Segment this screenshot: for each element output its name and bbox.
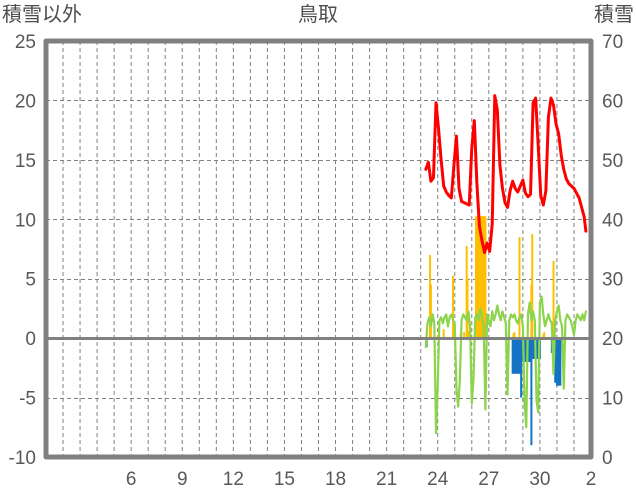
y-tick-right: 10	[602, 389, 623, 410]
data-series-layer	[424, 94, 588, 446]
y-tick-left: 25	[15, 32, 36, 53]
y-tick-left: 0	[25, 329, 36, 350]
page-title: 鳥取	[298, 4, 338, 26]
right-axis-header: 積雪	[594, 4, 634, 26]
y-tick-left: 15	[15, 151, 36, 172]
x-tick: 27	[478, 469, 499, 490]
left-axis-header: 積雪以外	[2, 4, 82, 26]
y-tick-right: 40	[602, 210, 623, 231]
x-tick: 30	[529, 469, 550, 490]
x-tick: 21	[376, 469, 397, 490]
y-tick-left: -10	[9, 448, 36, 469]
x-tick: 6	[126, 469, 137, 490]
y-tick-right: 20	[602, 329, 623, 350]
plot-frame	[43, 38, 594, 460]
y-tick-right: 50	[602, 151, 623, 172]
y-tick-right: 70	[602, 32, 623, 53]
y-tick-right: 60	[602, 91, 623, 112]
y-tick-right: 0	[602, 448, 613, 469]
x-tick: 12	[223, 469, 244, 490]
gridlines	[46, 41, 591, 457]
x-tick: 24	[427, 469, 449, 490]
y-tick-left: 20	[15, 91, 36, 112]
y-tick-left: 10	[15, 210, 36, 231]
x-tick: 15	[274, 469, 295, 490]
y-tick-left: -5	[19, 389, 36, 410]
y-tick-left: 5	[25, 270, 36, 291]
x-tick: 18	[325, 469, 346, 490]
y-tick-right: 30	[602, 270, 623, 291]
x-tick: 9	[177, 469, 188, 490]
x-tick: 2	[586, 469, 597, 490]
